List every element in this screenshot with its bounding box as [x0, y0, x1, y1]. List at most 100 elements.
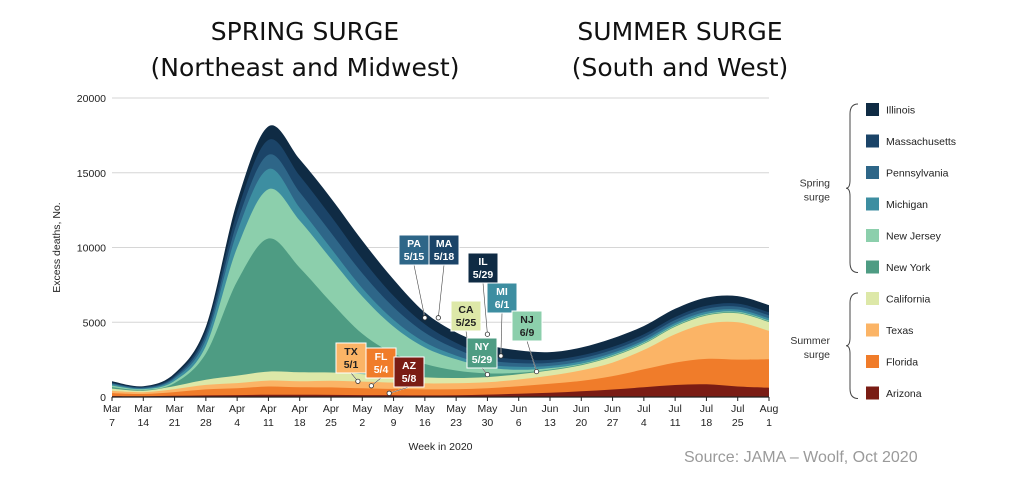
legend-label: Texas [886, 325, 913, 337]
annotation-leader-core [413, 264, 426, 318]
annotation-date: 5/18 [434, 251, 455, 263]
legend-item-new-york: New York [866, 260, 931, 274]
annotation-state: CA [458, 304, 474, 316]
legend-swatch [866, 103, 879, 116]
area-arizona [112, 384, 769, 397]
area-new-york [112, 238, 769, 397]
x-tick-day: 7 [109, 417, 115, 429]
group-label-line1: Spring [800, 177, 831, 189]
x-tick-month: Mar [134, 403, 153, 415]
legend-item-michigan: Michigan [866, 197, 928, 211]
x-tick-month: May [352, 403, 373, 415]
annotation-ny: NY5/29 [466, 337, 498, 378]
annotation-box [466, 337, 498, 369]
x-tick-day: 1 [766, 417, 772, 429]
legend-label: Massachusetts [886, 136, 956, 148]
x-tick-day: 4 [234, 417, 240, 429]
summer-surge-subtitle: (South and West) [571, 53, 789, 82]
x-tick-month: Apr [323, 403, 340, 415]
annotation-box [467, 252, 499, 284]
x-tick-month: Jun [604, 403, 621, 415]
annotation-date: 5/1 [344, 359, 359, 371]
annotation-box [398, 234, 430, 266]
y-tick-label: 10000 [77, 243, 106, 255]
annotation-date: 5/8 [402, 373, 417, 385]
axes: 05000100001500020000Mar7Mar14Mar21Mar28A… [51, 93, 778, 453]
legend-item-arizona: Arizona [866, 386, 922, 400]
annotation-date: 6/9 [520, 327, 535, 339]
x-tick-day: 18 [294, 417, 306, 429]
x-tick-day: 16 [419, 417, 431, 429]
annotation-date: 5/29 [473, 269, 494, 281]
legend-bracket-summer [845, 292, 859, 399]
legend-swatch [866, 260, 879, 274]
x-tick-day: 11 [670, 417, 681, 429]
x-axis-label: Week in 2020 [408, 441, 472, 453]
x-tick-month: Aug [760, 403, 779, 415]
annotation-box [393, 356, 425, 388]
annotation-box [365, 347, 397, 379]
annotation-date: 6/1 [495, 299, 510, 311]
annotation-state: IL [478, 256, 488, 268]
annotation-point [355, 378, 361, 384]
annotation-mi: MI6/1 [486, 282, 518, 359]
legend-item-texas: Texas [866, 323, 913, 337]
legend-label: Arizona [886, 388, 922, 400]
legend-label: Illinois [886, 105, 915, 117]
legend-item-new-jersey: New Jersey [866, 229, 942, 243]
x-tick-month: Apr [292, 403, 309, 415]
x-tick-month: Jul [637, 403, 650, 415]
legend-item-florida: Florida [866, 355, 918, 369]
x-tick-day: 9 [391, 417, 397, 429]
legend-swatch [866, 197, 879, 211]
annotation-state: TX [344, 346, 357, 358]
annotation-fl: FL5/4 [365, 347, 397, 389]
annotation-box [486, 282, 518, 314]
legend-swatch [866, 134, 879, 148]
x-tick-month: Mar [103, 403, 122, 415]
x-tick-day: 2 [359, 417, 365, 429]
group-label-line2: surge [804, 191, 830, 203]
annotation-point [435, 315, 441, 321]
annotation-il: IL5/29 [467, 252, 499, 337]
x-tick-day: 13 [544, 417, 556, 429]
annotation-state: PA [407, 238, 421, 250]
annotation-date: 5/25 [456, 317, 477, 329]
y-tick-label: 0 [100, 392, 106, 404]
source-credit: Source: JAMA – Woolf, Oct 2020 [684, 449, 918, 466]
annotation-state: AZ [402, 360, 417, 372]
annotation-point [386, 390, 392, 396]
x-tick-day: 23 [450, 417, 462, 429]
legend-label: Michigan [886, 199, 928, 211]
annotation-leader-core [500, 312, 503, 356]
x-tick-month: Apr [229, 403, 246, 415]
x-tick-month: Mar [166, 403, 185, 415]
x-tick-day: 30 [482, 417, 494, 429]
legend-swatch [866, 355, 879, 368]
annotation-point [498, 353, 504, 359]
x-tick-month: Jun [542, 403, 559, 415]
annotation-leader-core [389, 386, 410, 394]
legend-bracket-spring [845, 103, 859, 273]
legend-label: Florida [886, 357, 918, 369]
x-tick-day: 6 [516, 417, 522, 429]
annotation-box [450, 300, 482, 332]
x-tick-month: May [384, 403, 405, 415]
annotation-nj: NJ6/9 [511, 310, 543, 375]
annotation-point [533, 368, 540, 375]
x-tick-day: 4 [641, 417, 647, 429]
legend-swatch [866, 292, 879, 305]
annotation-az: AZ5/8 [386, 356, 425, 396]
legend-swatch [866, 166, 879, 179]
x-tick-month: Jul [668, 403, 681, 415]
legend-item-pennsylvania: Pennsylvania [866, 166, 949, 180]
legend-label: California [886, 294, 931, 306]
annotation-point [422, 315, 428, 321]
group-label-line2: surge [804, 349, 830, 361]
annotation-state: NY [475, 341, 490, 353]
y-tick-label: 15000 [77, 168, 106, 180]
annotation-state: FL [375, 351, 388, 363]
annotation-point [484, 331, 491, 337]
annotation-leader-core [526, 340, 537, 372]
